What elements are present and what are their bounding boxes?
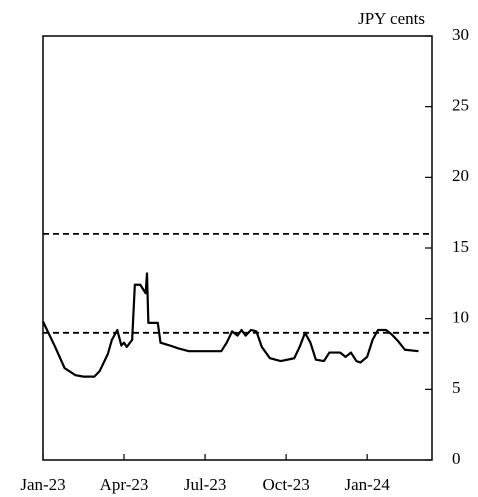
x-tick-label: Jan-23 — [20, 475, 65, 494]
y-tick-label: 15 — [452, 237, 469, 256]
data-line — [42, 272, 419, 378]
plot-frame — [42, 35, 433, 461]
y-tick-label: 0 — [452, 449, 461, 468]
x-tick-label: Oct-23 — [263, 475, 310, 494]
x-tick-label: Jul-23 — [184, 475, 227, 494]
y-tick-label: 20 — [452, 166, 469, 185]
x-tick-label: Apr-23 — [100, 475, 149, 494]
y-tick-label: 5 — [452, 378, 461, 397]
y-axis-label: JPY cents — [358, 9, 425, 28]
y-tick-label: 25 — [452, 96, 469, 115]
y-tick-label: 30 — [452, 25, 469, 44]
x-tick-label: Jan-24 — [345, 475, 391, 494]
y-tick-label: 10 — [452, 308, 469, 327]
